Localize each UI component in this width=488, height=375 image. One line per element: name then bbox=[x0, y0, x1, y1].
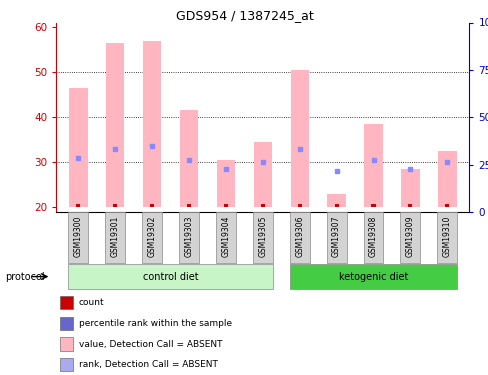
Bar bbox=[445, 204, 448, 207]
Bar bbox=[76, 204, 80, 207]
Bar bbox=[142, 212, 162, 262]
Text: GSM19303: GSM19303 bbox=[184, 216, 193, 257]
Bar bbox=[400, 169, 419, 207]
Bar bbox=[437, 151, 456, 207]
Text: GDS954 / 1387245_at: GDS954 / 1387245_at bbox=[175, 9, 313, 22]
Bar bbox=[400, 212, 420, 262]
Bar bbox=[407, 204, 411, 207]
Bar bbox=[260, 204, 264, 207]
Bar bbox=[326, 212, 346, 262]
Bar bbox=[334, 204, 338, 207]
Bar bbox=[216, 212, 235, 262]
Bar bbox=[68, 264, 272, 289]
Bar bbox=[252, 212, 272, 262]
Text: GSM19308: GSM19308 bbox=[368, 216, 377, 257]
Bar bbox=[224, 204, 227, 207]
Bar bbox=[68, 212, 88, 262]
Text: percentile rank within the sample: percentile rank within the sample bbox=[79, 319, 232, 328]
Text: GSM19307: GSM19307 bbox=[331, 216, 341, 257]
Text: GSM19302: GSM19302 bbox=[147, 216, 156, 257]
Bar bbox=[180, 110, 198, 207]
Text: GSM19306: GSM19306 bbox=[295, 216, 304, 257]
Bar bbox=[253, 142, 271, 207]
Bar bbox=[363, 212, 383, 262]
Bar bbox=[371, 204, 375, 207]
Bar bbox=[60, 296, 73, 309]
Text: value, Detection Call = ABSENT: value, Detection Call = ABSENT bbox=[79, 340, 222, 349]
Bar bbox=[69, 88, 87, 207]
Text: GSM19309: GSM19309 bbox=[405, 216, 414, 257]
Bar bbox=[60, 338, 73, 351]
Bar bbox=[142, 40, 161, 207]
Bar bbox=[289, 264, 456, 289]
Bar bbox=[150, 204, 154, 207]
Text: GSM19304: GSM19304 bbox=[221, 216, 230, 257]
Text: ketogenic diet: ketogenic diet bbox=[338, 272, 407, 282]
Bar bbox=[436, 212, 456, 262]
Bar bbox=[216, 160, 235, 207]
Bar bbox=[297, 204, 301, 207]
Text: GSM19300: GSM19300 bbox=[74, 216, 82, 257]
Bar bbox=[290, 70, 308, 207]
Bar bbox=[60, 317, 73, 330]
Text: rank, Detection Call = ABSENT: rank, Detection Call = ABSENT bbox=[79, 360, 217, 369]
Bar bbox=[105, 212, 125, 262]
Text: protocol: protocol bbox=[5, 272, 44, 282]
Text: count: count bbox=[79, 298, 104, 307]
Bar bbox=[327, 194, 345, 207]
Text: GSM19310: GSM19310 bbox=[442, 216, 451, 257]
Bar bbox=[60, 358, 73, 371]
Bar bbox=[364, 124, 382, 207]
Text: control diet: control diet bbox=[142, 272, 198, 282]
Text: GSM19305: GSM19305 bbox=[258, 216, 267, 257]
Bar bbox=[113, 204, 117, 207]
Bar bbox=[289, 212, 309, 262]
Bar bbox=[186, 204, 191, 207]
Text: GSM19301: GSM19301 bbox=[111, 216, 120, 257]
Bar bbox=[179, 212, 199, 262]
Bar bbox=[106, 43, 124, 207]
